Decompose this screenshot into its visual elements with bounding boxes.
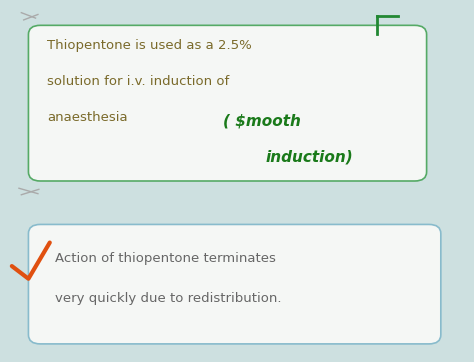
Text: induction): induction): [265, 150, 353, 165]
Text: very quickly due to redistribution.: very quickly due to redistribution.: [55, 292, 281, 305]
Text: Action of thiopentone terminates: Action of thiopentone terminates: [55, 252, 275, 265]
Text: anaesthesia: anaesthesia: [47, 111, 128, 124]
FancyBboxPatch shape: [28, 25, 427, 181]
Text: Thiopentone is used as a 2.5%: Thiopentone is used as a 2.5%: [47, 39, 252, 52]
FancyBboxPatch shape: [28, 224, 441, 344]
Text: solution for i.v. induction of: solution for i.v. induction of: [47, 75, 229, 88]
Text: ( $mooth: ( $mooth: [223, 114, 301, 129]
